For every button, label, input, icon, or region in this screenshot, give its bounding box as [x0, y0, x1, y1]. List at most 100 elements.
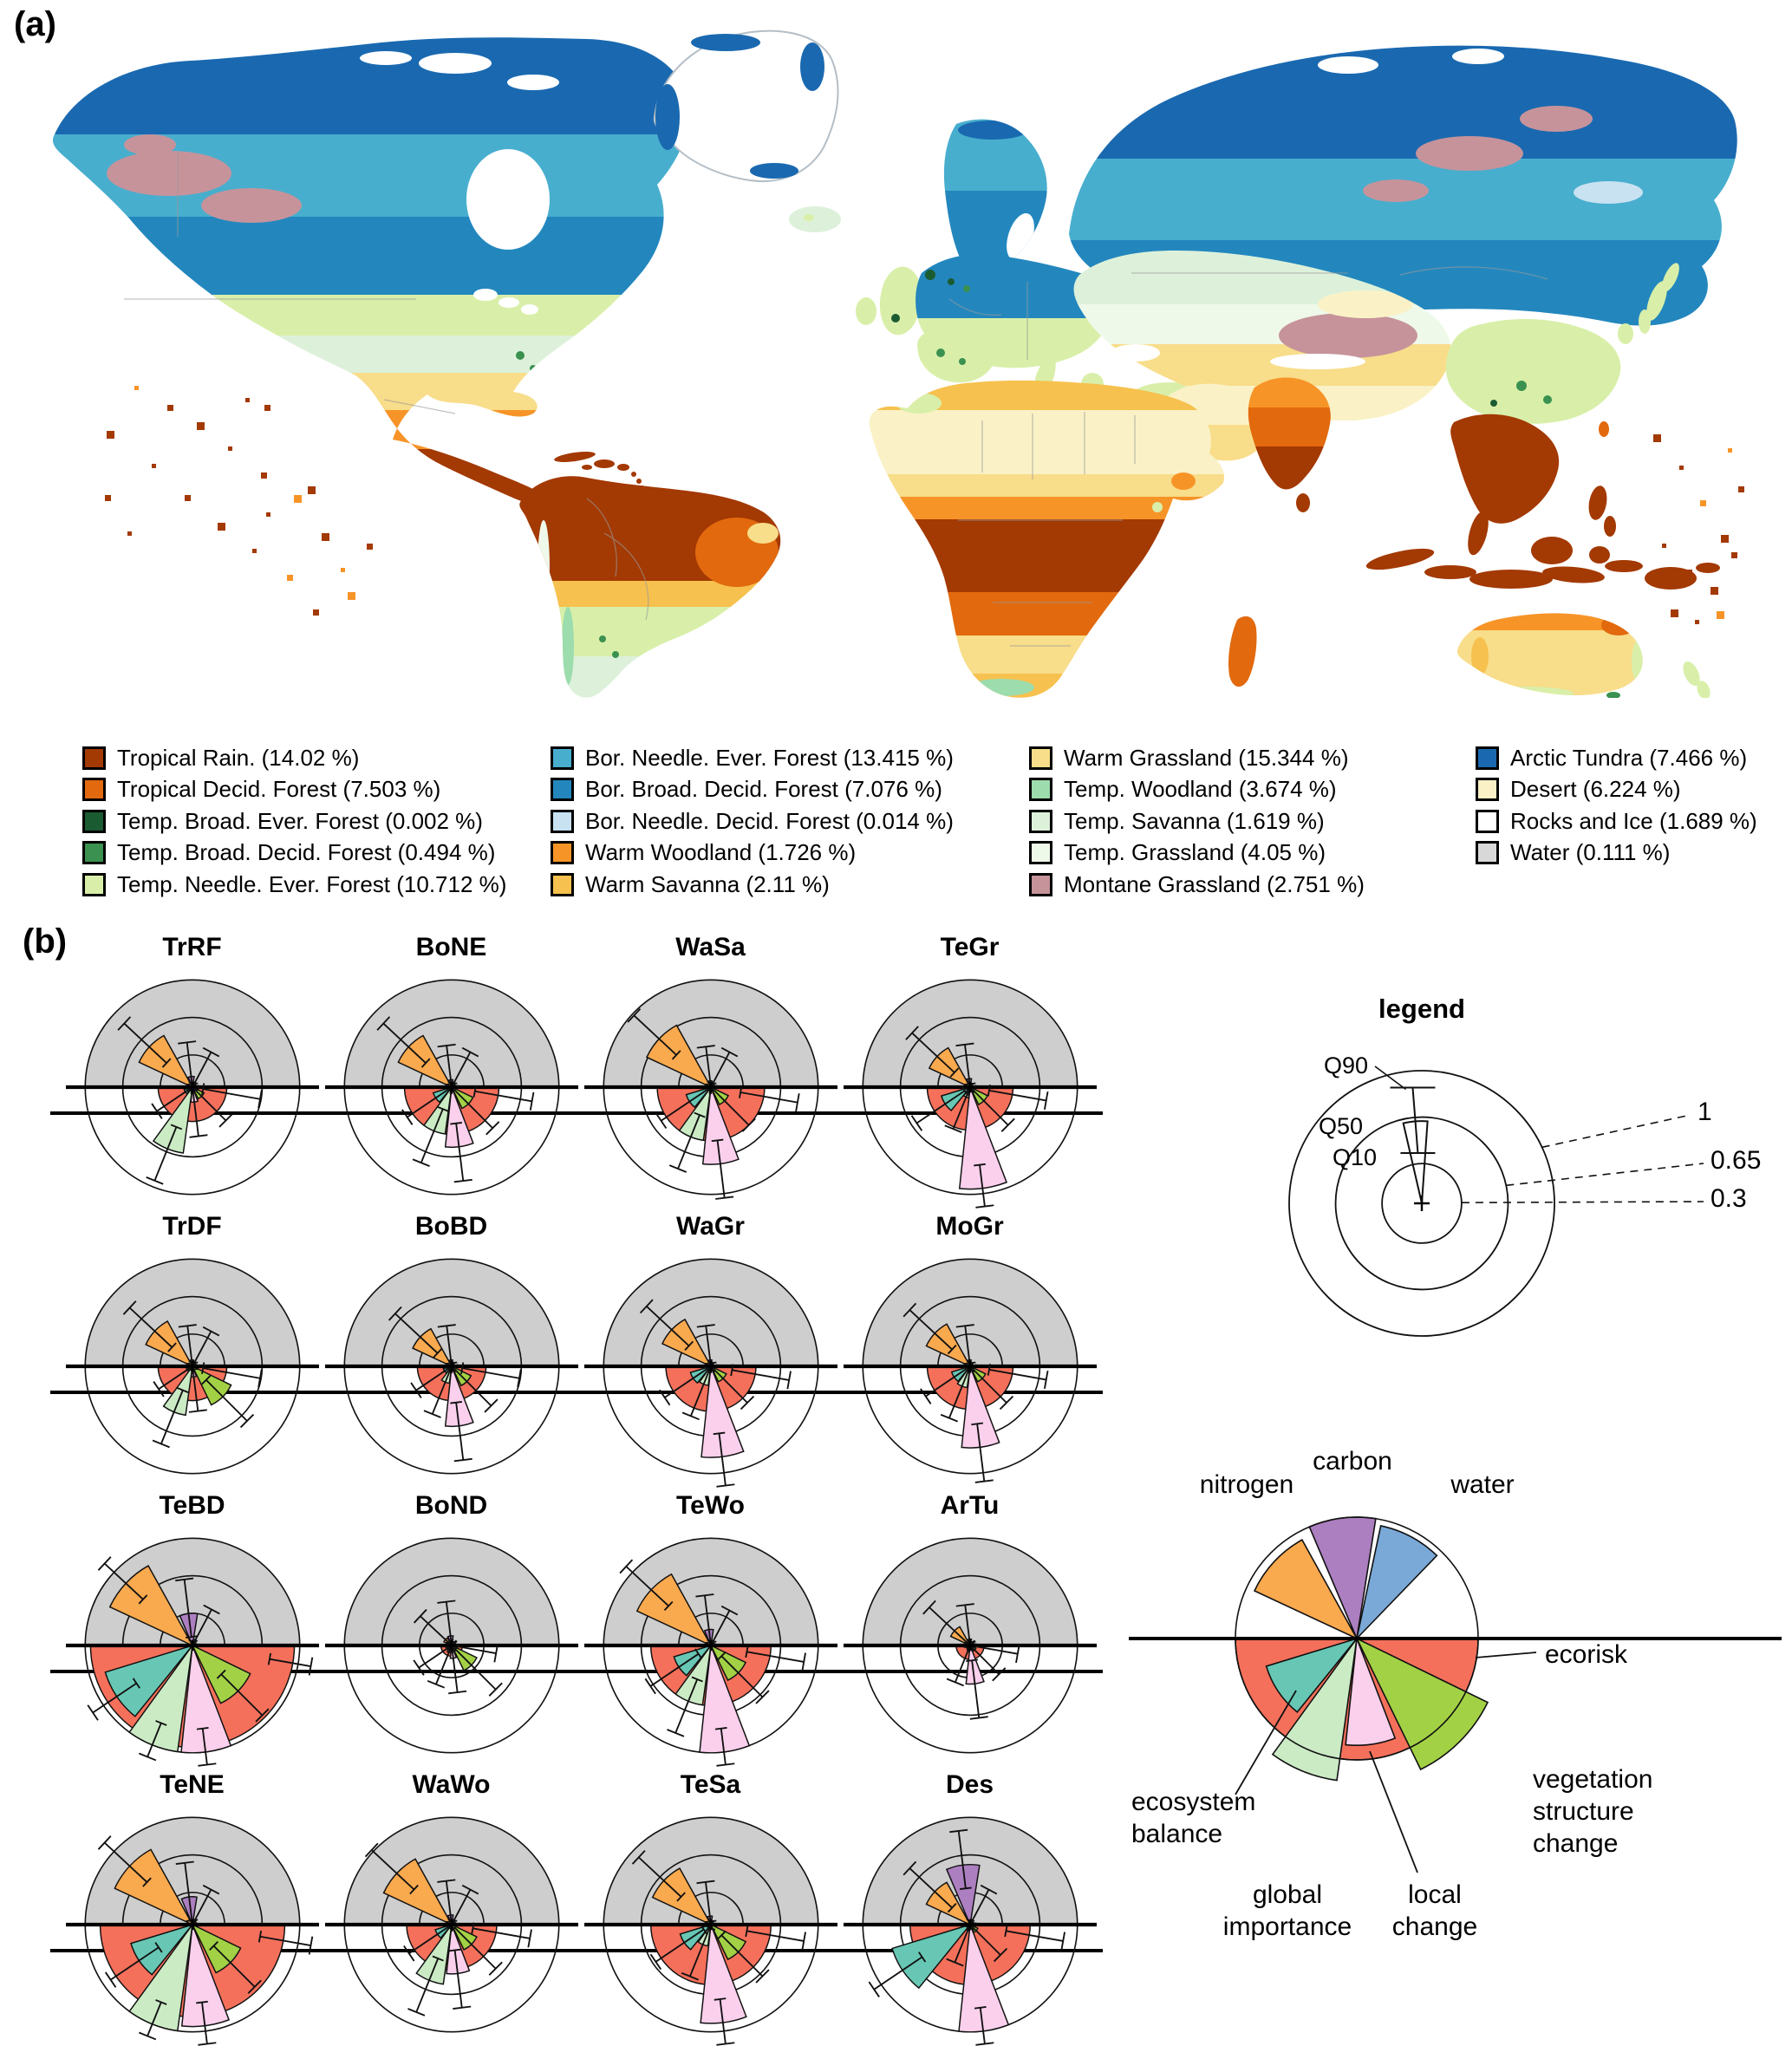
map-legend-column-4: Arctic Tundra (7.466 %) Desert (6.224 %) R…: [1476, 742, 1757, 869]
map-islands: [105, 386, 1744, 624]
category-label-ecorisk: ecorisk: [1545, 1640, 1628, 1669]
ring-label-0.3: 0.3: [1711, 1184, 1747, 1213]
legend-label: Temp. Grassland (4.05 %): [1064, 839, 1326, 866]
map-borders: [124, 152, 1548, 647]
legend-label: Rocks and Ice (1.689 %): [1510, 807, 1757, 834]
rose-chart-MoGr: [843, 1258, 1097, 1483]
rose-title-TrRF: TrRF: [162, 933, 222, 961]
map-legend-item: Temp. Grassland (4.05 %): [1029, 837, 1365, 870]
map-legend-item: Bor. Needle. Decid. Forest (0.014 %): [551, 805, 954, 837]
rose-chart-TeSa: [583, 1816, 837, 2046]
rose-chart-ArTu: [843, 1537, 1097, 1754]
rose-title-WaWo: WaWo: [412, 1770, 491, 1799]
map-legend-column-2: Bor. Needle. Ever. Forest (13.415 %) Bor.…: [551, 742, 954, 901]
legend-label: Temp. Savanna (1.619 %): [1064, 807, 1325, 834]
panel-a-label: (a): [14, 5, 56, 43]
map-region-greenland: [653, 29, 839, 182]
rose-title-TrDF: TrDF: [162, 1212, 222, 1241]
map-legend-item: Arctic Tundra (7.466 %): [1476, 742, 1757, 774]
legend-label: Bor. Needle. Decid. Forest (0.014 %): [585, 807, 954, 834]
legend-label: Tropical Rain. (14.02 %): [117, 744, 360, 771]
legend-label: Warm Woodland (1.726 %): [585, 839, 857, 866]
category-label-local-change: change: [1392, 1912, 1477, 1941]
legend-label: Temp. Woodland (3.674 %): [1064, 776, 1337, 803]
legend-color-swatch: [82, 872, 106, 896]
legend-color-swatch: [1476, 778, 1499, 802]
rose-category-legend: carbon nitrogen water ecorisk vegetation stru…: [1129, 1447, 1782, 1941]
map-legend-item: Warm Woodland (1.726 %): [551, 837, 954, 870]
rose-chart-TeGr: [843, 979, 1097, 1209]
rose-chart-TeBD: [65, 1537, 319, 1767]
rose-row-3: TeBD BoND TeWo ArTu: [50, 1491, 1103, 1772]
category-label-local-change: local: [1408, 1880, 1462, 1909]
map-region-south-america: [519, 476, 781, 698]
legend-label: Warm Grassland (15.344 %): [1064, 744, 1349, 771]
rose-chart-BoNE: [324, 979, 578, 1196]
ring-label-1: 1: [1698, 1098, 1712, 1126]
map-region-iceland: [789, 206, 841, 232]
legend-color-swatch: [551, 746, 574, 770]
rose-row-4: TeNE WaWo TeSa Des: [50, 1770, 1103, 2051]
category-label-vegetation-structure-change: vegetation: [1533, 1765, 1652, 1794]
rose-title-WaGr: WaGr: [676, 1212, 745, 1241]
map-legend-item: Montane Grassland (2.751 %): [1029, 869, 1365, 901]
rose-title-TeNE: TeNE: [160, 1770, 225, 1799]
rose-chart-TeNE: [65, 1816, 319, 2046]
map-region-nz: [1606, 661, 1711, 698]
legend-label: Temp. Broad. Decid. Forest (0.494 %): [117, 839, 496, 866]
legend-label: Bor. Needle. Ever. Forest (13.415 %): [585, 744, 954, 771]
category-label-global-importance: global: [1253, 1880, 1322, 1909]
map-legend-item: Temp. Broad. Ever. Forest (0.002 %): [82, 805, 506, 837]
map-legend-item: Bor. Needle. Ever. Forest (13.415 %): [551, 742, 954, 774]
rose-title-Des: Des: [945, 1770, 994, 1799]
rose-title-BoBD: BoBD: [414, 1212, 488, 1241]
row-axis-line: [50, 1670, 1103, 1673]
map-legend-item: Bor. Broad. Decid. Forest (7.076 %): [551, 774, 954, 806]
legend-color-swatch: [82, 841, 106, 865]
legend-label: Bor. Broad. Decid. Forest (7.076 %): [585, 776, 942, 803]
rose-chart-grid: TrRF BoNE WaSa TeGr TrDF BoBD WaGr MoGr TeBD BoND…: [50, 933, 1103, 2051]
rose-chart-Des: [843, 1816, 1097, 2046]
legend-label: Temp. Needle. Ever. Forest (10.712 %): [117, 870, 507, 897]
map-legend-item: Tropical Rain. (14.02 %): [82, 742, 506, 774]
map-region-australia: [1456, 613, 1643, 695]
map-region-srilanka: [1296, 493, 1310, 512]
legend-color-swatch: [551, 778, 574, 802]
category-label-ecosystem-balance: ecosystem: [1131, 1788, 1255, 1816]
ring-label-0.65: 0.65: [1711, 1146, 1761, 1175]
rose-title-ArTu: ArTu: [940, 1491, 1000, 1520]
row-axis-line: [50, 1949, 1103, 1952]
category-label-water: water: [1450, 1470, 1514, 1499]
legend-color-swatch: [1476, 746, 1499, 770]
rose-chart-WaSa: [583, 979, 837, 1200]
map-legend-item: Water (0.111 %): [1476, 837, 1757, 870]
map-legend-item: Temp. Needle. Ever. Forest (10.712 %): [82, 869, 506, 901]
legend-label: Desert (6.224 %): [1510, 776, 1681, 803]
map-legend-item: Temp. Woodland (3.674 %): [1029, 774, 1365, 806]
rose-chart-TrRF: [65, 979, 319, 1196]
legend-color-swatch: [1029, 746, 1052, 770]
category-label-ecosystem-balance: balance: [1131, 1820, 1222, 1848]
legend-color-swatch: [82, 778, 106, 802]
world-map: [52, 29, 1744, 698]
legend-color-swatch: [551, 809, 574, 833]
legend-color-swatch: [551, 841, 574, 865]
category-label-vegetation-structure-change: change: [1533, 1829, 1618, 1858]
legend-color-swatch: [82, 809, 106, 833]
map-legend-column-3: Warm Grassland (15.344 %) Temp. Woodland …: [1029, 742, 1365, 901]
map-legend-item: Tropical Decid. Forest (7.503 %): [82, 774, 506, 806]
rose-title-TeBD: TeBD: [159, 1491, 225, 1520]
map-region-china: [1445, 263, 1679, 424]
map-legend-item: Temp. Broad. Decid. Forest (0.494 %): [82, 837, 506, 870]
map-region-na: [52, 37, 689, 505]
rose-row-1: TrRF BoNE WaSa TeGr: [50, 933, 1103, 1214]
quantile-label-Q90: Q90: [1324, 1052, 1368, 1078]
rose-title-TeSa: TeSa: [680, 1770, 741, 1799]
row-axis-line: [50, 1111, 1103, 1115]
rose-chart-BoBD: [324, 1258, 578, 1475]
category-label-carbon: carbon: [1313, 1447, 1392, 1476]
rose-row-2: TrDF BoBD WaGr MoGr: [50, 1212, 1103, 1493]
rose-chart-BoND: [324, 1537, 578, 1754]
legend-color-swatch: [82, 746, 106, 770]
